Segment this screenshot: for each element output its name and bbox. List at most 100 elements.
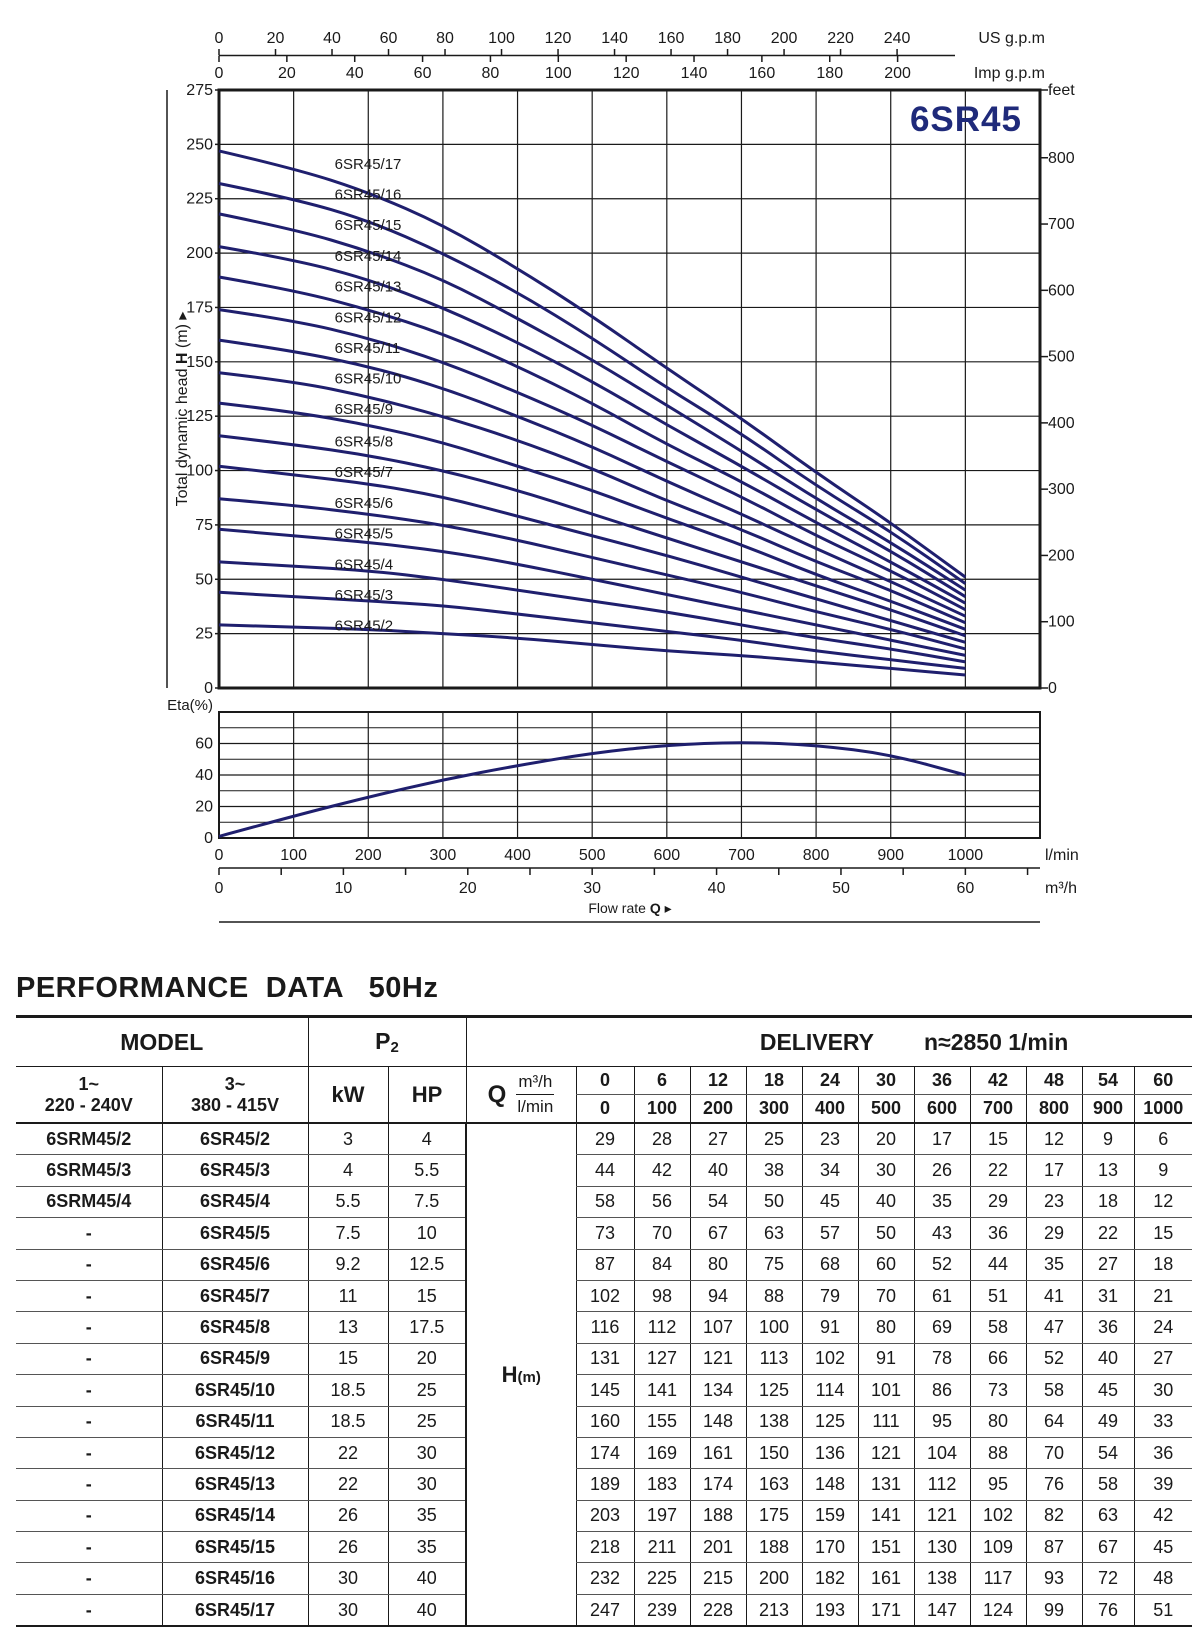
head-value-cell: 160 <box>575 1406 634 1438</box>
head-value-cell: 60 <box>857 1249 915 1281</box>
kw-cell: 4 <box>307 1154 388 1187</box>
y-tick-label: 100 <box>186 463 213 480</box>
head-value-cell: 138 <box>913 1562 971 1595</box>
m3h-tick-label: 50 <box>832 880 850 897</box>
head-value-cell: 247 <box>575 1594 634 1628</box>
h-label-cell: H(m) <box>465 1123 576 1628</box>
head-value-cell: 95 <box>913 1406 971 1438</box>
lmin-tick-label: 700 <box>728 847 755 864</box>
head-value-cell: 213 <box>745 1594 802 1628</box>
model-single-phase-cell: - <box>16 1249 162 1281</box>
imp-gpm-tick-label: 60 <box>414 65 432 82</box>
model-single-phase-cell: 6SRM45/2 <box>16 1123 162 1156</box>
kw-cell: 30 <box>307 1594 388 1628</box>
single-phase-voltage: 220 - 240V <box>44 1094 133 1115</box>
model-three-phase-cell: 6SR45/6 <box>161 1249 308 1281</box>
head-value-cell: 58 <box>1081 1468 1135 1501</box>
kw-cell: 5.5 <box>307 1186 388 1219</box>
y-tick-label: 25 <box>195 626 213 643</box>
head-value-cell: 40 <box>1081 1343 1135 1376</box>
curve-label: 6SR45/14 <box>335 248 402 265</box>
us-gpm-tick-label: 220 <box>827 30 854 47</box>
head-value-cell: 98 <box>633 1280 690 1313</box>
model-single-phase-cell: - <box>16 1531 162 1564</box>
head-value-cell: 107 <box>689 1311 746 1344</box>
head-curve-labels: 6SR45/2 6SR45/3 6SR45/4 6SR45/5 6SR45/6 6SR45… <box>335 156 402 635</box>
y-tick-label: 250 <box>186 136 213 153</box>
us-gpm-tick-label: 100 <box>488 30 515 47</box>
head-value-cell: 70 <box>633 1217 690 1250</box>
head-value-cell: 58 <box>575 1186 634 1219</box>
head-value-cell: 91 <box>801 1311 858 1344</box>
hp-cell: 30 <box>387 1468 466 1501</box>
kw-cell: 30 <box>307 1562 388 1595</box>
us-gpm-tick-label: 140 <box>601 30 628 47</box>
lmin-tick-label: 0 <box>215 847 224 864</box>
head-value-cell: 68 <box>801 1249 858 1281</box>
kw-cell: 9.2 <box>307 1249 388 1281</box>
head-value-cell: 113 <box>745 1343 802 1376</box>
head-curve <box>218 527 966 657</box>
q-lmin-cell: 400 <box>801 1094 858 1124</box>
head-value-cell: 125 <box>745 1374 802 1407</box>
head-value-cell: 69 <box>913 1311 971 1344</box>
q-m3h-cell: 0 <box>575 1066 634 1095</box>
imp-gpm-unit-label: Imp g.p.m <box>974 65 1045 82</box>
head-value-cell: 174 <box>689 1468 746 1501</box>
p2-subscript: 2 <box>390 1039 399 1056</box>
head-curves <box>218 149 967 677</box>
head-value-cell: 30 <box>857 1154 915 1187</box>
kw-cell: 18.5 <box>307 1406 388 1438</box>
q-lmin-cell: 0 <box>575 1094 634 1124</box>
head-curve <box>218 464 966 644</box>
q-m3h-cell: 42 <box>969 1066 1027 1095</box>
head-value-cell: 67 <box>1081 1531 1135 1564</box>
head-value-cell: 57 <box>801 1217 858 1250</box>
head-value-cell: 21 <box>1133 1280 1193 1313</box>
q-lmin-cell: 800 <box>1025 1094 1083 1124</box>
head-value-cell: 116 <box>575 1311 634 1344</box>
top-flow-axes: 0 20 40 60 80 100 120 140 160 180 200 220 240 US g.p.… <box>215 30 1045 82</box>
model-header: MODEL <box>16 1015 308 1067</box>
head-value-cell: 88 <box>969 1437 1027 1470</box>
head-value-cell: 218 <box>575 1531 634 1564</box>
head-value-cell: 40 <box>857 1186 915 1219</box>
q-m3h-cell: 18 <box>745 1066 802 1095</box>
imp-gpm-tick-label: 180 <box>816 65 843 82</box>
kw-cell: 22 <box>307 1468 388 1501</box>
head-value-cell: 102 <box>801 1343 858 1376</box>
lmin-tick-label: 400 <box>504 847 531 864</box>
performance-data-title: PERFORMANCE DATA 50Hz <box>16 972 439 1004</box>
head-value-cell: 52 <box>913 1249 971 1281</box>
head-value-cell: 43 <box>913 1217 971 1250</box>
kw-cell: 26 <box>307 1500 388 1533</box>
head-curve <box>218 245 967 598</box>
head-value-cell: 35 <box>913 1186 971 1219</box>
hp-header: HP <box>387 1066 466 1124</box>
kw-cell: 3 <box>307 1123 388 1156</box>
head-value-cell: 39 <box>1133 1468 1193 1501</box>
model-three-phase-cell: 6SR45/17 <box>161 1594 308 1628</box>
model-single-phase-cell: - <box>16 1217 162 1250</box>
head-curve <box>218 623 966 677</box>
us-gpm-tick-label: 40 <box>323 30 341 47</box>
head-value-cell: 33 <box>1133 1406 1193 1438</box>
q-lmin-cell: 300 <box>745 1094 802 1124</box>
head-value-cell: 63 <box>1081 1500 1135 1533</box>
hp-cell: 40 <box>387 1562 466 1595</box>
head-value-cell: 141 <box>633 1374 690 1407</box>
head-value-cell: 76 <box>1081 1594 1135 1628</box>
q-header: Q m³/h l/min <box>465 1066 576 1124</box>
model-single-phase-cell: - <box>16 1468 162 1501</box>
head-value-cell: 193 <box>801 1594 858 1628</box>
head-value-cell: 50 <box>857 1217 915 1250</box>
us-gpm-tick-label: 80 <box>436 30 454 47</box>
head-value-cell: 72 <box>1081 1562 1135 1595</box>
model-single-phase-cell: - <box>16 1500 162 1533</box>
head-value-cell: 48 <box>1133 1562 1193 1595</box>
head-value-cell: 17 <box>913 1123 971 1156</box>
model-three-phase-cell: 6SR45/8 <box>161 1311 308 1344</box>
head-value-cell: 87 <box>1025 1531 1083 1564</box>
lmin-tick-label: 300 <box>430 847 457 864</box>
head-curve <box>218 149 967 579</box>
